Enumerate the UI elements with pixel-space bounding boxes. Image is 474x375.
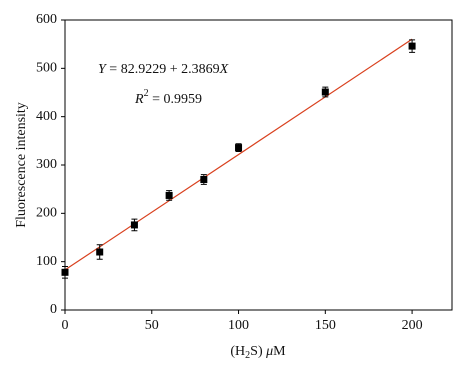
equation: Y = 82.9229 + 2.3869X xyxy=(98,62,229,77)
equation-part: X xyxy=(219,62,229,77)
data-point xyxy=(165,191,173,199)
r2-sup: 2 xyxy=(144,88,149,99)
data-point xyxy=(200,176,208,183)
y-tick-label: 500 xyxy=(36,61,57,76)
fit-line xyxy=(64,38,413,271)
y-tick-label: 300 xyxy=(36,157,57,172)
equation-part: Y xyxy=(98,62,108,77)
r2-part: R xyxy=(134,92,144,107)
x-tick-label: 200 xyxy=(402,318,423,333)
x-tick-label: 0 xyxy=(62,318,69,333)
y-tick-label: 600 xyxy=(36,12,57,27)
y-tick-label: 100 xyxy=(36,254,57,269)
data-point xyxy=(130,221,138,229)
r2-part: = 0.9959 xyxy=(149,92,202,107)
data-point xyxy=(96,248,104,256)
data-point xyxy=(61,268,69,276)
y-tick-label: 400 xyxy=(36,109,57,124)
x-label-part: M xyxy=(273,344,286,359)
y-axis-label: Fluorescence intensity xyxy=(14,102,29,228)
y-tick-label: 0 xyxy=(50,302,57,317)
x-tick-label: 100 xyxy=(228,318,249,333)
data-point xyxy=(321,88,329,96)
x-tick-label: 150 xyxy=(315,318,336,333)
x-label-part: (H xyxy=(230,344,245,359)
x-label-part: μ xyxy=(265,344,273,359)
x-axis-label: (H2S) μM xyxy=(230,344,286,361)
x-label-part: S) xyxy=(250,344,266,359)
x-label-sub: 2 xyxy=(245,350,250,361)
data-point xyxy=(408,42,416,50)
equation-part: = 82.9229 + 2.3869 xyxy=(106,62,220,77)
r-squared: R2 = 0.9959 xyxy=(134,88,202,107)
y-tick-label: 200 xyxy=(36,206,57,221)
x-tick-label: 50 xyxy=(145,318,159,333)
data-point xyxy=(235,144,243,152)
